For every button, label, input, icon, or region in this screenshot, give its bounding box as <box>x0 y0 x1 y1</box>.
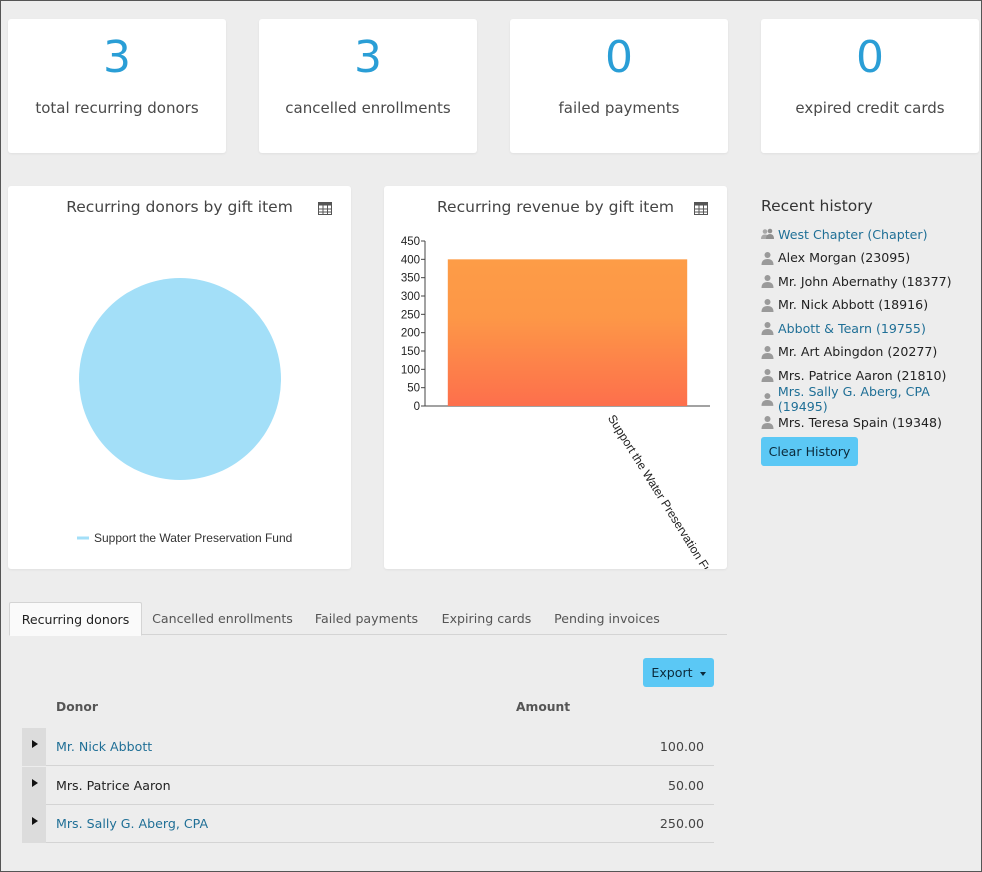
history-item-label: Mrs. Patrice Aaron (21810) <box>778 367 947 383</box>
history-item-label: Mrs. Teresa Spain (19348) <box>778 414 942 430</box>
history-item-label: Alex Morgan (23095) <box>778 250 911 265</box>
stat-card-failed-payments: 0 failed payments <box>510 19 728 153</box>
table-view-icon[interactable] <box>694 202 708 215</box>
expand-row-button[interactable] <box>22 728 46 766</box>
history-item-label: Mr. Art Abingdon (20277) <box>778 344 938 359</box>
history-item-label: Mr. Nick Abbott (18916) <box>778 297 929 312</box>
person-icon <box>761 392 774 406</box>
history-item[interactable]: West Chapter (Chapter) <box>761 224 928 244</box>
person-icon <box>761 298 774 312</box>
recent-history-title: Recent history <box>761 197 873 215</box>
expand-arrow-icon <box>32 779 38 787</box>
y-tick-label: 50 <box>407 383 420 395</box>
pie-chart: Support the Water Preservation Fund <box>77 278 292 545</box>
donor-name[interactable]: Mrs. Patrice Aaron <box>56 778 171 793</box>
history-item[interactable]: Mrs. Patrice Aaron (21810) <box>761 365 946 385</box>
legend-label: Support the Water Preservation Fund <box>94 531 292 545</box>
y-tick-label: 250 <box>401 309 420 321</box>
person-icon <box>761 275 774 288</box>
column-header-amount[interactable]: Amount <box>516 700 571 714</box>
person-icon <box>761 369 774 382</box>
history-item-label: Mrs. Sally G. Aberg, CPA (19495) <box>777 383 930 414</box>
stat-card-cancelled: 3 cancelled enrollments <box>259 19 477 153</box>
caret-down-icon <box>699 671 706 676</box>
stat-value: 3 <box>103 32 131 83</box>
bar-chart-panel: Recurring revenue by gift item 0 50 100 150… <box>384 186 727 569</box>
y-tick-label: 400 <box>401 254 420 266</box>
person-icon <box>761 251 774 265</box>
stat-label: total recurring donors <box>35 99 199 117</box>
report-tabs: Recurring donors Cancelled enrollments F… <box>9 602 727 636</box>
person-icon <box>761 322 774 335</box>
y-tick-label: 100 <box>401 364 420 376</box>
person-icon <box>761 345 774 359</box>
tab-expiring-cards[interactable]: Expiring cards <box>441 611 532 626</box>
history-item[interactable]: Mr. Art Abingdon (20277) <box>761 342 937 362</box>
x-tick-label: Support the Water Preservation Fund <box>605 412 722 569</box>
expand-arrow-icon <box>32 740 38 748</box>
donor-link[interactable]: Mr. Nick Abbott <box>56 739 153 754</box>
clear-history-button[interactable]: Clear History <box>761 437 858 466</box>
y-tick-label: 200 <box>401 328 420 340</box>
history-item[interactable]: Mr. John Abernathy (18377) <box>761 271 952 291</box>
tab-recurring-donors[interactable]: Recurring donors <box>9 602 142 636</box>
bar[interactable] <box>447 259 688 406</box>
expand-arrow-icon <box>32 817 38 825</box>
history-item[interactable]: Alex Morgan (23095) <box>761 248 910 268</box>
stat-card-expired-cards: 0 expired credit cards <box>761 19 979 153</box>
y-tick-label: 450 <box>401 236 420 248</box>
table-row: Mr. Nick Abbott 100.00 <box>22 728 714 766</box>
history-item[interactable]: Mrs. Sally G. Aberg, CPA (19495) <box>761 384 981 414</box>
history-item-label: West Chapter (Chapter) <box>778 226 928 242</box>
expand-row-button[interactable] <box>22 767 46 805</box>
stat-value: 0 <box>605 32 633 83</box>
tab-cancelled-enrollments[interactable]: Cancelled enrollments <box>152 611 293 626</box>
y-tick-label: 300 <box>401 291 420 303</box>
bar-chart: 0 50 100 150 200 250 300 350 400 450 Support the W… <box>401 236 722 569</box>
donor-link[interactable]: Mrs. Sally G. Aberg, CPA <box>56 816 209 831</box>
stat-value: 0 <box>856 32 884 83</box>
y-tick-label: 350 <box>401 273 420 285</box>
stat-value: 3 <box>354 32 382 83</box>
export-button[interactable]: Export <box>643 658 714 687</box>
pie-chart-panel: Recurring donors by gift item Support th… <box>8 186 351 569</box>
tab-pending-invoices[interactable]: Pending invoices <box>554 611 660 626</box>
history-item-label: Abbott & Tearn (19755) <box>778 320 926 336</box>
stat-label: expired credit cards <box>795 99 945 117</box>
amount-value: 100.00 <box>659 739 704 754</box>
table-row: Mrs. Sally G. Aberg, CPA 250.00 <box>22 805 714 843</box>
tab-failed-payments[interactable]: Failed payments <box>314 611 419 626</box>
stat-card-total-donors: 3 total recurring donors <box>8 19 226 153</box>
history-item-label: Mr. John Abernathy (18377) <box>778 273 952 289</box>
column-header-donor[interactable]: Donor <box>56 700 98 714</box>
group-icon <box>761 228 774 239</box>
table-view-icon[interactable] <box>318 202 332 215</box>
person-icon <box>761 416 774 429</box>
stat-label: failed payments <box>558 99 680 117</box>
amount-value: 50.00 <box>667 778 704 793</box>
stat-label: cancelled enrollments <box>285 99 451 117</box>
y-tick-label: 0 <box>414 401 420 413</box>
y-tick-label: 150 <box>401 346 420 358</box>
export-label: Export <box>651 665 693 680</box>
pie-chart-title: Recurring donors by gift item <box>66 198 293 216</box>
expand-row-button[interactable] <box>22 805 46 843</box>
history-item[interactable]: Mrs. Teresa Spain (19348) <box>761 412 942 432</box>
amount-value: 250.00 <box>659 816 704 831</box>
pie-slice[interactable] <box>79 278 281 480</box>
bar-chart-title: Recurring revenue by gift item <box>436 198 674 216</box>
history-item[interactable]: Abbott & Tearn (19755) <box>761 318 926 338</box>
table-row: Mrs. Patrice Aaron 50.00 <box>22 767 714 805</box>
history-item[interactable]: Mr. Nick Abbott (18916) <box>761 295 928 315</box>
